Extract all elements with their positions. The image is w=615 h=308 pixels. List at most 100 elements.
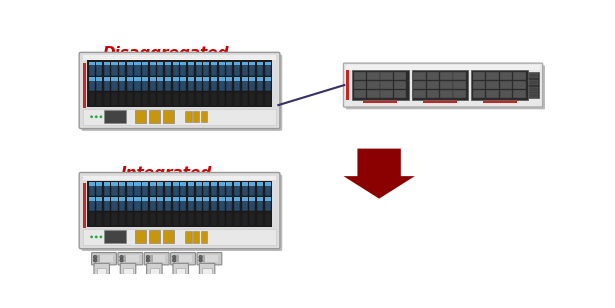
Bar — [149, 197, 156, 201]
Bar — [528, 72, 539, 98]
Bar — [149, 62, 156, 65]
Circle shape — [146, 255, 149, 259]
Bar — [188, 212, 194, 226]
Bar — [96, 62, 102, 75]
Bar — [173, 62, 179, 65]
Bar — [157, 197, 164, 211]
Bar — [218, 212, 224, 226]
Bar — [242, 77, 248, 91]
Bar — [127, 92, 133, 106]
Bar — [142, 212, 148, 226]
Bar — [234, 197, 240, 211]
Bar — [529, 80, 538, 85]
Bar — [153, 255, 165, 262]
Bar — [211, 92, 217, 106]
Bar — [111, 212, 117, 226]
Bar — [119, 197, 125, 211]
Bar — [427, 72, 439, 80]
FancyBboxPatch shape — [197, 253, 222, 265]
Bar — [111, 77, 117, 80]
Bar — [127, 77, 133, 91]
Bar — [157, 197, 164, 201]
Bar — [104, 182, 110, 185]
Circle shape — [95, 236, 98, 238]
Bar — [196, 92, 202, 106]
Bar — [173, 212, 179, 226]
Bar — [142, 182, 148, 185]
Bar — [173, 77, 179, 80]
Bar — [218, 62, 224, 65]
Bar — [499, 72, 512, 80]
Circle shape — [173, 259, 176, 262]
Bar — [211, 77, 217, 80]
Bar — [87, 180, 272, 227]
Bar — [124, 268, 133, 277]
Bar — [264, 77, 271, 80]
Circle shape — [95, 116, 98, 118]
Bar — [264, 77, 271, 91]
Bar — [257, 182, 263, 196]
Bar — [249, 62, 255, 65]
Bar — [104, 92, 110, 106]
Bar — [427, 81, 439, 89]
FancyBboxPatch shape — [199, 263, 215, 282]
Bar — [111, 197, 117, 201]
Bar — [83, 183, 86, 228]
Bar — [234, 77, 240, 91]
FancyBboxPatch shape — [145, 253, 169, 265]
Bar — [96, 92, 102, 106]
Bar — [157, 77, 164, 91]
Bar — [165, 62, 171, 65]
Text: Disaggregated: Disaggregated — [103, 46, 229, 61]
Bar — [89, 197, 95, 201]
Bar — [257, 182, 263, 185]
Bar — [111, 197, 117, 211]
Bar — [96, 212, 102, 226]
Bar — [165, 197, 171, 201]
Bar — [204, 182, 209, 185]
Bar — [257, 197, 263, 201]
Bar — [89, 62, 95, 65]
Bar — [499, 81, 512, 89]
Bar — [173, 77, 179, 91]
Bar — [257, 197, 263, 211]
Bar — [264, 92, 271, 106]
Bar — [149, 212, 156, 226]
Bar — [413, 90, 426, 98]
Bar — [264, 182, 271, 185]
Bar — [411, 70, 468, 100]
Bar — [499, 90, 512, 98]
Bar — [413, 81, 426, 89]
Bar — [142, 197, 148, 211]
Bar — [204, 197, 209, 211]
Bar — [104, 197, 110, 201]
Bar — [413, 72, 426, 80]
Bar — [157, 212, 164, 226]
Bar — [119, 212, 125, 226]
Bar — [257, 62, 263, 75]
Bar — [135, 62, 140, 65]
Bar — [249, 197, 255, 201]
Bar — [242, 62, 248, 75]
Bar — [211, 182, 217, 196]
Bar — [226, 62, 232, 65]
Bar — [196, 197, 202, 211]
FancyBboxPatch shape — [173, 263, 188, 282]
Bar — [242, 197, 248, 201]
Bar — [204, 212, 209, 226]
Bar — [193, 231, 199, 243]
Bar — [89, 182, 95, 185]
Bar — [188, 77, 194, 80]
Bar — [257, 62, 263, 65]
Bar — [423, 101, 457, 103]
Circle shape — [100, 116, 102, 118]
Bar — [127, 62, 133, 75]
Bar — [249, 212, 255, 226]
Bar — [173, 197, 179, 211]
Bar — [111, 182, 117, 196]
Bar — [264, 62, 271, 75]
Circle shape — [93, 255, 97, 259]
Bar — [226, 197, 232, 201]
Bar — [218, 182, 224, 185]
Bar — [529, 73, 538, 79]
